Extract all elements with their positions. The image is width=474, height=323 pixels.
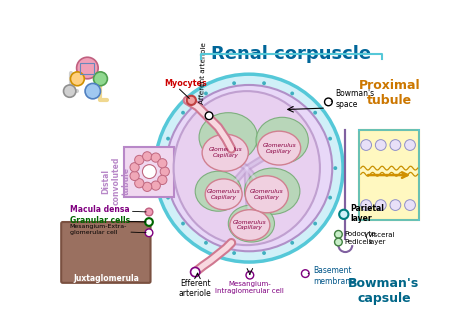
Text: Efferent
arteriole: Efferent arteriole	[179, 279, 211, 298]
Circle shape	[166, 137, 170, 141]
Ellipse shape	[151, 153, 160, 162]
Circle shape	[187, 96, 196, 105]
Ellipse shape	[160, 167, 169, 176]
Text: Macula densa: Macula densa	[70, 205, 129, 214]
Circle shape	[339, 210, 348, 219]
Text: Proximal
tubule: Proximal tubule	[358, 79, 420, 107]
Text: Granular cells: Granular cells	[70, 216, 130, 225]
Text: Glomerulus
Capillary: Glomerulus Capillary	[209, 147, 242, 158]
Circle shape	[333, 166, 337, 170]
Bar	[359, 130, 419, 221]
Text: Glomerulus
Capillary: Glomerulus Capillary	[207, 189, 240, 200]
Ellipse shape	[245, 176, 288, 213]
Text: Glomerulus
Capillary: Glomerulus Capillary	[233, 220, 267, 231]
Circle shape	[290, 91, 294, 95]
Ellipse shape	[143, 182, 152, 192]
Text: Bowman's
capsule: Bowman's capsule	[348, 277, 419, 306]
Circle shape	[325, 98, 332, 106]
Circle shape	[145, 229, 153, 237]
Ellipse shape	[202, 134, 248, 171]
Circle shape	[405, 140, 415, 151]
Circle shape	[205, 112, 213, 120]
Circle shape	[290, 241, 294, 245]
Circle shape	[77, 57, 98, 79]
Ellipse shape	[257, 131, 301, 165]
Circle shape	[143, 165, 156, 179]
Circle shape	[204, 241, 208, 245]
Ellipse shape	[130, 162, 139, 172]
Ellipse shape	[195, 171, 241, 211]
Text: Juxtaglomerula
apparatus: Juxtaglomerula apparatus	[73, 274, 139, 293]
Circle shape	[232, 81, 236, 85]
Circle shape	[375, 140, 386, 151]
Circle shape	[166, 85, 332, 251]
Text: Renal corpuscle: Renal corpuscle	[211, 45, 372, 63]
Circle shape	[85, 83, 100, 99]
Ellipse shape	[230, 210, 270, 241]
Text: Parietal
layer: Parietal layer	[351, 204, 384, 223]
Circle shape	[313, 222, 317, 225]
Circle shape	[313, 111, 317, 115]
Circle shape	[191, 267, 200, 277]
Circle shape	[328, 137, 332, 141]
Ellipse shape	[245, 168, 300, 214]
Ellipse shape	[135, 179, 144, 188]
Circle shape	[246, 271, 254, 279]
Circle shape	[262, 251, 266, 255]
Circle shape	[145, 208, 153, 216]
Circle shape	[328, 196, 332, 200]
Circle shape	[71, 72, 84, 86]
Text: Mesangium-Extra-
glomerular cell: Mesangium-Extra- glomerular cell	[70, 224, 127, 235]
Circle shape	[390, 140, 401, 151]
Text: Afferent arteriole: Afferent arteriole	[199, 42, 207, 104]
Text: Distal
convoluted
tubule: Distal convoluted tubule	[101, 157, 131, 205]
Circle shape	[335, 238, 342, 246]
Ellipse shape	[135, 155, 144, 164]
Text: Myocytes: Myocytes	[164, 79, 207, 88]
Circle shape	[93, 72, 108, 86]
Circle shape	[145, 218, 153, 226]
Text: Podocyte: Podocyte	[345, 231, 376, 237]
Circle shape	[390, 200, 401, 211]
Bar	[81, 63, 94, 74]
Circle shape	[361, 200, 372, 211]
Circle shape	[166, 196, 170, 200]
Ellipse shape	[158, 159, 167, 168]
Circle shape	[161, 166, 165, 170]
Circle shape	[301, 270, 309, 277]
Circle shape	[155, 74, 343, 262]
Circle shape	[204, 91, 208, 95]
Ellipse shape	[151, 181, 160, 190]
Ellipse shape	[173, 91, 320, 245]
Circle shape	[232, 251, 236, 255]
Text: Glomerulus
Capillary: Glomerulus Capillary	[262, 143, 296, 153]
Text: Pedicels: Pedicels	[345, 239, 373, 245]
Circle shape	[181, 111, 185, 115]
Text: Bowman's
space: Bowman's space	[335, 89, 374, 109]
Ellipse shape	[199, 113, 257, 162]
Text: Mesangium-
Intraglomerular cell: Mesangium- Intraglomerular cell	[215, 281, 284, 294]
Ellipse shape	[228, 205, 274, 242]
Ellipse shape	[205, 179, 242, 210]
Circle shape	[361, 140, 372, 151]
Circle shape	[262, 81, 266, 85]
Ellipse shape	[130, 171, 139, 181]
Circle shape	[335, 231, 342, 238]
Text: Glomerulus
Capillary: Glomerulus Capillary	[250, 189, 283, 200]
Text: Basement
membrane: Basement membrane	[313, 266, 355, 286]
Circle shape	[64, 85, 76, 97]
FancyBboxPatch shape	[61, 222, 151, 283]
Circle shape	[375, 200, 386, 211]
Circle shape	[405, 200, 415, 211]
Ellipse shape	[256, 117, 309, 163]
Bar	[124, 147, 174, 197]
Circle shape	[181, 222, 185, 225]
Text: Visceral
layer: Visceral layer	[368, 232, 396, 245]
Ellipse shape	[143, 152, 152, 161]
Ellipse shape	[158, 175, 167, 184]
